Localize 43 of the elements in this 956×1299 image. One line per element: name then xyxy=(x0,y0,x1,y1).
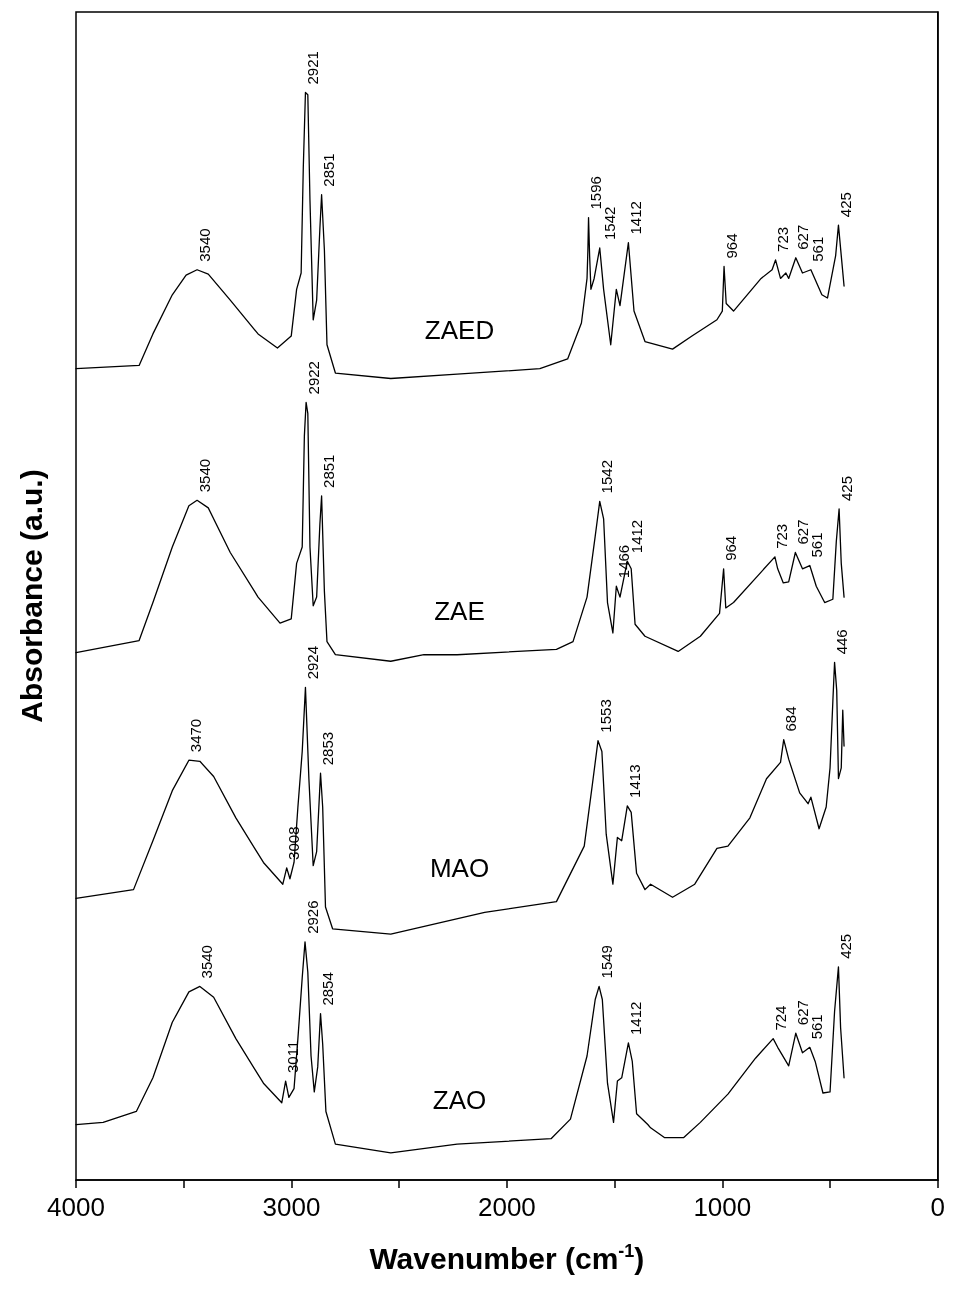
annotation: 425 xyxy=(836,933,854,959)
annotation: 2851 xyxy=(320,153,338,187)
annotation: 2853 xyxy=(319,731,337,766)
y-axis-title: Absorbance (a.u.) xyxy=(14,469,48,723)
annotation: 561 xyxy=(809,236,827,262)
annotation: 627 xyxy=(793,519,811,545)
annotation: 1413 xyxy=(625,764,643,798)
annotation: 724 xyxy=(771,1005,789,1031)
annotation: 2851 xyxy=(320,454,338,488)
annotation: 2924 xyxy=(303,645,321,680)
annotation: 3540 xyxy=(198,945,216,979)
annotation: 1553 xyxy=(596,699,614,733)
annotation: 3540 xyxy=(195,458,213,493)
x-tick-label: 2000 xyxy=(477,1192,536,1222)
annotation: 723 xyxy=(774,226,792,252)
annotation: 3008 xyxy=(285,826,303,860)
annotation: 2922 xyxy=(304,361,322,395)
annotation: 425 xyxy=(836,192,854,218)
annotation: 964 xyxy=(722,233,740,259)
x-tick-label: 1000 xyxy=(693,1192,752,1222)
annotation: 3470 xyxy=(187,718,205,753)
x-tick-label: 0 xyxy=(930,1192,945,1222)
annotation: 1549 xyxy=(597,945,615,979)
annotation: 627 xyxy=(794,224,812,250)
annotation: 2921 xyxy=(303,51,321,85)
series-label: ZAE xyxy=(434,595,485,626)
series-label: ZAO xyxy=(432,1085,487,1116)
x-tick-label: 3000 xyxy=(262,1192,321,1222)
annotation: 723 xyxy=(773,523,791,549)
annotation: 2854 xyxy=(319,972,337,1006)
annotation: 425 xyxy=(837,475,855,501)
annotation: 561 xyxy=(808,532,826,558)
series-label: ZAED xyxy=(424,315,495,346)
x-tick-label: 4000 xyxy=(47,1192,105,1222)
annotation: 1412 xyxy=(626,1001,644,1035)
annotation: 2926 xyxy=(303,900,321,934)
annotation: 446 xyxy=(833,629,851,655)
series-label: MAO xyxy=(429,853,490,884)
annotation: 1412 xyxy=(626,201,644,235)
annotation: 964 xyxy=(722,535,740,561)
annotation: 1542 xyxy=(598,460,616,494)
annotation: 684 xyxy=(782,706,800,732)
annotation: 3540 xyxy=(195,228,213,262)
